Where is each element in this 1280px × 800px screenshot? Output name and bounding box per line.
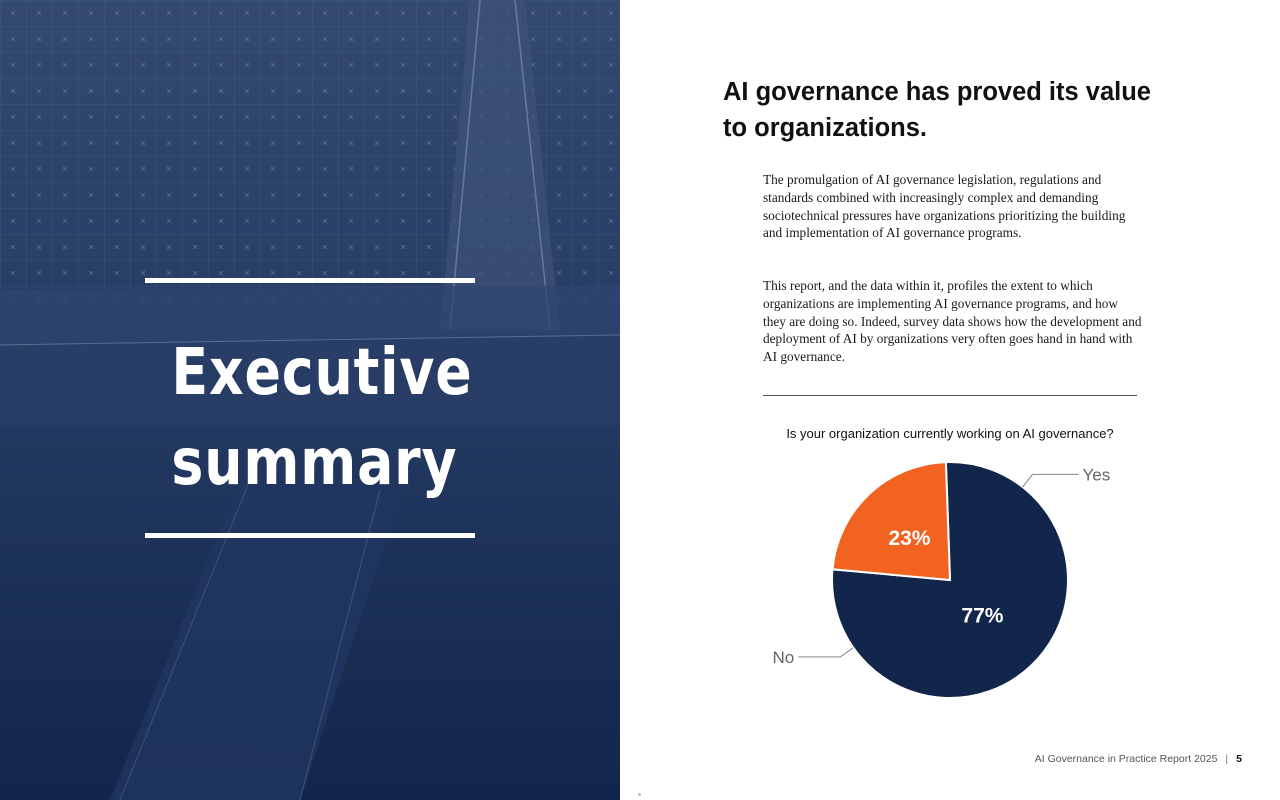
page-footer: AI Governance in Practice Report 2025 | 5	[1035, 753, 1242, 765]
cover-panel: Executive summary	[0, 0, 620, 800]
page-number: 5	[1236, 753, 1242, 765]
section-title-line1: Executive	[171, 336, 473, 410]
pie-category-label-no: No	[772, 648, 794, 667]
pie-slice-no	[831, 461, 952, 582]
section-title: Executive summary	[171, 328, 473, 508]
pie-chart: 77% Yes 23% No	[772, 461, 1110, 699]
body-paragraph-1: The promulgation of AI governance legisl…	[763, 172, 1126, 241]
pie-category-label-yes: Yes	[1082, 465, 1110, 484]
pie-value-label-no: 23%	[888, 527, 930, 550]
body-paragraph-2: This report, and the data within it, pro…	[763, 278, 1142, 365]
building-photo	[0, 0, 620, 800]
leader-line-yes	[1022, 473, 1079, 488]
chart-title: Is your organization currently working o…	[786, 426, 1114, 441]
section-divider	[763, 395, 1137, 396]
section-title-line2: summary	[171, 426, 458, 500]
pie-value-label-yes: 77%	[961, 604, 1003, 627]
footer-separator: |	[1225, 753, 1229, 765]
leader-line-no	[798, 647, 854, 658]
title-rule-bottom	[145, 533, 475, 538]
headline: AI governance has proved its value to or…	[723, 78, 1151, 142]
title-rule-top	[145, 278, 475, 283]
decorative-dot	[638, 793, 641, 796]
footer-report-name: AI Governance in Practice Report 2025	[1034, 753, 1218, 765]
